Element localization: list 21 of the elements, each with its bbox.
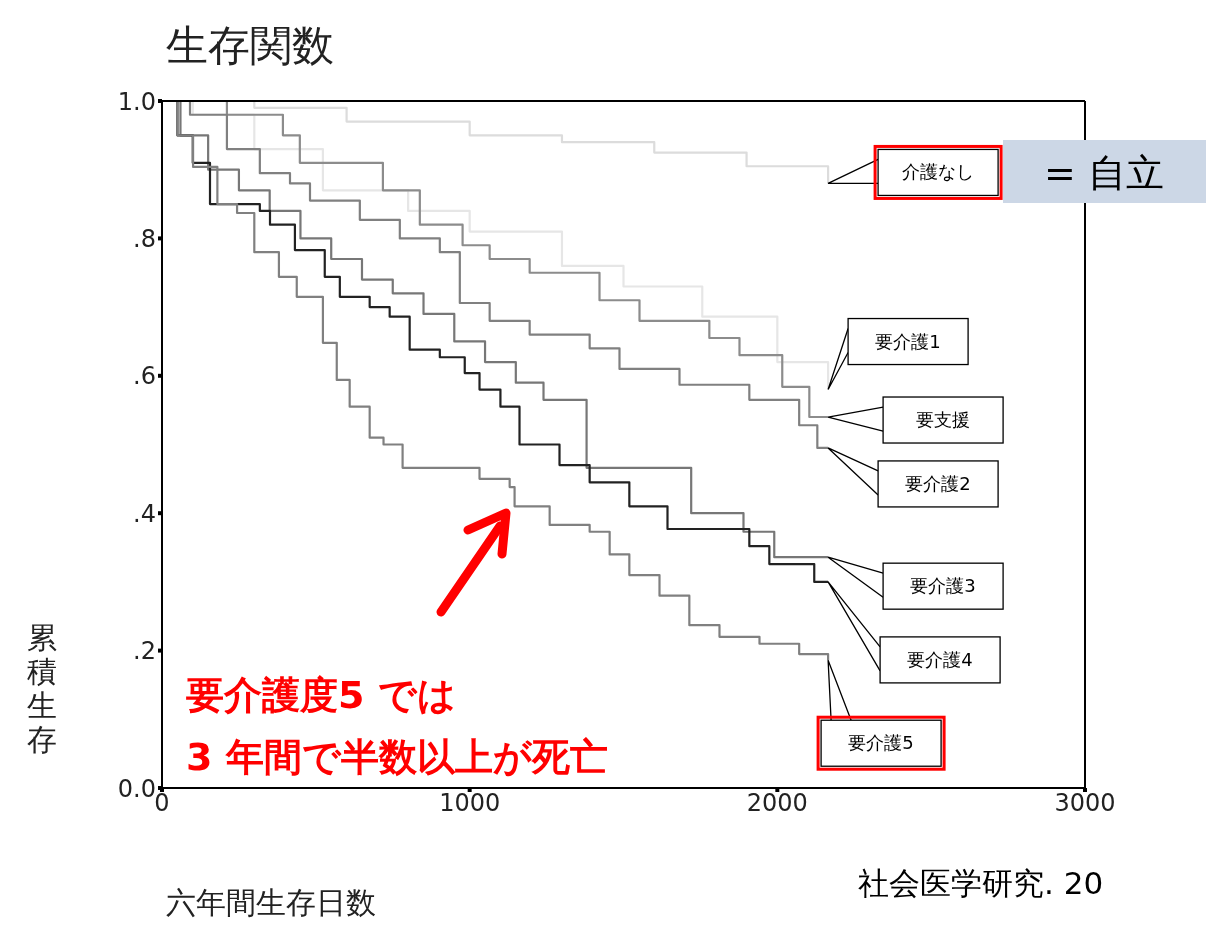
y-tick-label: .6 — [133, 362, 156, 391]
label-callout: 介護なし — [827, 144, 1003, 200]
y-tick-label: .8 — [133, 224, 156, 253]
y-axis-title: 累積生存 — [27, 620, 57, 757]
label-callout: 要介護2 — [827, 447, 999, 508]
y-tick-label: .2 — [133, 637, 156, 666]
text: 社会医学研究. 20 — [858, 865, 1104, 901]
x-tick-label: 3000 — [1054, 789, 1116, 818]
y-tick-label: 1.0 — [117, 87, 156, 116]
y-tick-label: .4 — [133, 499, 156, 528]
label-callout: 要介護1 — [827, 317, 969, 391]
annotation: 要介護度5 では 3 年間で半数以上が死亡 — [186, 673, 608, 779]
label-callout: 要支援 — [827, 396, 1004, 444]
x-tick-label: 1000 — [439, 789, 501, 818]
x-axis-title: 六年間生存日数 — [166, 885, 376, 920]
x-tick-label: 0 — [154, 789, 170, 818]
annotation: = 自立 — [1044, 151, 1164, 195]
chart-title: 生存関数 — [166, 21, 334, 70]
label-callout: 要介護3 — [827, 556, 1004, 610]
y-tick-label: 0.0 — [117, 774, 156, 803]
x-tick-label: 2000 — [746, 789, 808, 818]
